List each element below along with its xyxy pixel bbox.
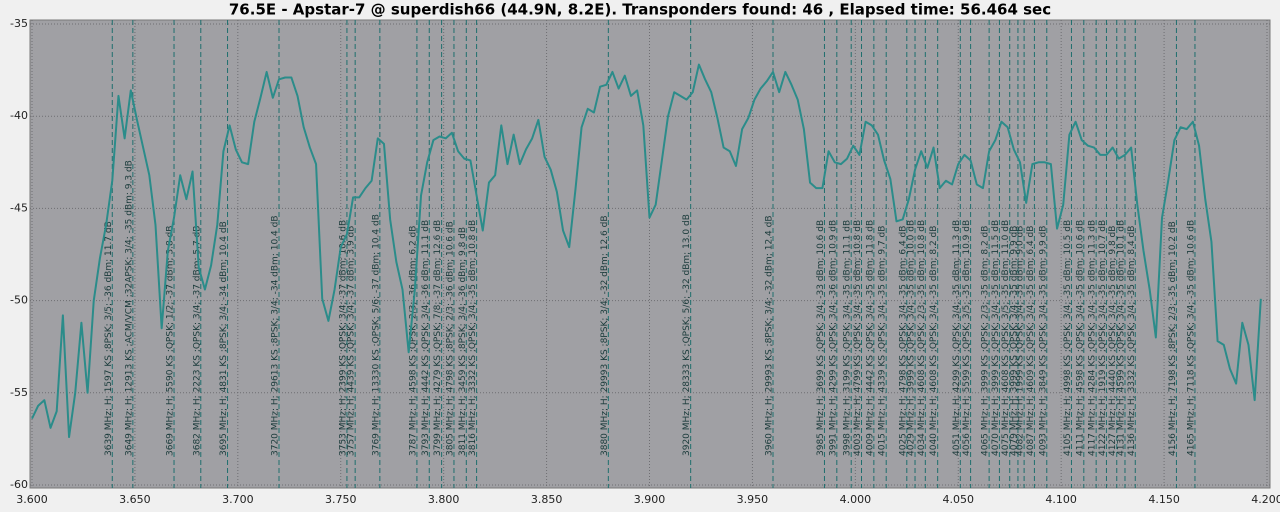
transponder-label: 4131 MHz; H; 4599 KS ;QPSK; 3/4; -35 dBm… <box>1116 220 1126 456</box>
x-tick-label: 4.100 <box>1045 493 1077 506</box>
transponder-label: 4165 MHz; H; 7118 KS ;QPSK; 3/4; -35 dBm… <box>1186 220 1196 456</box>
transponder-label: 3769 MHz; H; 13330 KS ;QPSK; 5/6; -37 dB… <box>371 214 381 456</box>
transponder-label: 3805 MHz; H; 4798 KS ;8PSK; 2/3; -36 dBm… <box>445 221 455 456</box>
transponder-label: 4034 MHz; H; 4608 KS ;QPSK; 2/3; -35 dBm… <box>917 220 927 456</box>
transponder-label: 4056 MHz; H; 5599 KS ;QPSK; 3/5; -35 dBm… <box>962 220 972 456</box>
transponder-label: 4075 MHz; H; 4608 KS ;QPSK; 3/5; -35 dBm… <box>1001 220 1011 456</box>
y-tick-label: -50 <box>10 294 28 307</box>
transponder-label: 4093 MHz; H; 3849 KS ;QPSK; 3/4; -35 dBm… <box>1038 226 1048 456</box>
transponder-label: 4009 MHz; H; 4442 KS ;QPSK; 3/4; -35 dBm… <box>865 220 875 456</box>
transponder-label: 4025 MHz; H; 4798 KS ;QPSK; 3/4; -35 dBm… <box>898 226 908 456</box>
transponder-label: 3816 MHz; H; 3332 KS ;QPSK; 3/4; -35 dBm… <box>468 220 478 456</box>
transponder-label: 4003 MHz; H; 4799 KS ;QPSK; 3/4; -35 dBm… <box>853 220 863 456</box>
x-tick-label: 4.200 <box>1251 493 1280 506</box>
x-tick-label: 3.950 <box>737 493 769 506</box>
transponder-label: 3639 MHz; H; 1597 KS ;8PSK; 3/5; -36 dBm… <box>104 221 114 456</box>
transponder-label: 4105 MHz; H; 4998 KS ;QPSK; 3/4; -35 dBm… <box>1063 220 1073 456</box>
transponder-label: 4070 MHz; H; 3999 KS ;QPSK; 3/4; -35 dBm… <box>991 220 1001 456</box>
transponder-label: 3991 MHz; H; 4299 KS ;QPSK; 3/4; -36 dBm… <box>828 220 838 456</box>
y-tick-label: -60 <box>10 478 28 491</box>
x-tick-label: 3.900 <box>634 493 666 506</box>
transponder-label: 4082 MHz; H; 1999 KS ;QPSK; 3/4; -35 dBm… <box>1016 226 1026 456</box>
transponder-label: 4029 MHz; H; 3999 KS ;QPSK; 3/4; -35 dBm… <box>907 220 917 456</box>
x-tick-label: 3.700 <box>222 493 254 506</box>
x-tick-label: 3.850 <box>531 493 563 506</box>
x-tick-label: 3.750 <box>325 493 357 506</box>
transponder-label: 3985 MHz; H; 3699 KS ;QPSK; 3/4; -33 dBm… <box>816 220 826 456</box>
transponder-label: 4065 MHz; H; 3999 KS ;QPSK; 2/3; -35 dBm… <box>981 226 991 456</box>
transponder-label: 3799 MHz; H; 4279 KS ;QPSK; 7/8; -37 dBm… <box>433 220 443 456</box>
transponder-label: 4117 MHz; H; 4284 KS ;QPSK; 3/4; -35 dBm… <box>1088 220 1098 456</box>
transponder-label: 4051 MHz; H; 4299 KS ;QPSK; 3/4; -35 dBm… <box>952 220 962 456</box>
transponder-label: 3720 MHz; H; 29613 KS ;8PSK; 3/4; -34 dB… <box>271 215 281 456</box>
transponder-label: 3811 MHz; H; 3459 KS ;8PSK; 3/4; -36 dBm… <box>458 227 468 456</box>
transponder-label: 3649 MHz; H; 12913 KS ;ACM/VCM ;32APSK; … <box>124 160 134 456</box>
transponder-label: 4087 MHz; H; 4609 KS ;QPSK; 3/4; -35 dBm… <box>1026 226 1036 456</box>
transponder-label: 3920 MHz; H; 28333 KS ;QPSK; 5/6; -32 dB… <box>682 214 692 456</box>
x-tick-label: 4.000 <box>840 493 872 506</box>
x-tick-label: 4.150 <box>1148 493 1180 506</box>
transponder-label: 4122 MHz; H; 1919 KS ;QPSK; 3/4; -35 dBm… <box>1098 220 1108 456</box>
x-tick-label: 4.050 <box>943 493 975 506</box>
transponder-label: 3695 MHz; H; 4831 KS ;8PSK; 3/4; -34 dBm… <box>219 221 229 456</box>
y-tick-label: -40 <box>10 109 28 122</box>
chart-title: 76.5E - Apstar-7 @ superdish66 (44.9N, 8… <box>229 1 1051 19</box>
x-tick-label: 3.600 <box>16 493 48 506</box>
transponder-label: 3793 MHz; H; 4442 KS ;QPSK; 3/4; -36 dBm… <box>421 220 431 456</box>
transponder-label: 4040 MHz; H; 4608 KS ;QPSK; 3/4; -35 dBm… <box>929 226 939 456</box>
transponder-label: 3880 MHz; H; 29993 KS ;8PSK; 3/4; -32 dB… <box>600 215 610 456</box>
transponder-label: 4127 MHz; H; 4440 KS ;QPSK; 3/4; -35 dBm… <box>1108 226 1118 456</box>
transponder-label: 4079 MHz; H; 3999 KS ;QPSK; 3/4; -35 dBm… <box>1009 226 1019 456</box>
transponder-label: 4111 MHz; H; 4598 KS ;QPSK; 3/4; -35 dBm… <box>1075 220 1085 456</box>
y-tick-label: -35 <box>10 17 28 30</box>
x-tick-label: 3.800 <box>428 493 460 506</box>
transponder-label: 3669 MHz; H; 5590 KS ;QPSK; 1/2; -37 dBm… <box>166 226 176 456</box>
transponder-label: 3787 MHz; H; 4598 KS ;QPSK; 2/3; -36 dBm… <box>408 226 418 456</box>
transponder-label: 3682 MHz; H; 2223 KS ;QPSK; 3/4; -37 dBm… <box>192 226 202 456</box>
transponder-label: 4015 MHz; H; 4339 KS ;QPSK; 3/4; -35 dBm… <box>878 226 888 456</box>
y-tick-label: -55 <box>10 386 28 399</box>
transponder-label: 3960 MHz; H; 29993 KS ;8PSK; 3/4; -32 dB… <box>765 215 775 456</box>
transponder-label: 3757 MHz; H; 4439 KS ;QPSK; 3/4; -37 dBm… <box>347 226 357 456</box>
transponder-label: 3753 MHz; H; 2399 KS ;QPSK; 3/4; -37 dBm… <box>338 220 348 456</box>
x-tick-label: 3.650 <box>119 493 151 506</box>
transponder-label: 4156 MHz; H; 7198 KS ;8PSK; 2/3; -35 dBm… <box>1168 221 1178 456</box>
spectrum-line <box>31 63 1262 439</box>
transponder-label: 3998 MHz; H; 3199 KS ;QPSK; 3/4; -35 dBm… <box>843 220 853 456</box>
transponder-label: 4136 MHz; H; 3332 KS ;QPSK; 3/4; -35 dBm… <box>1127 226 1137 456</box>
y-tick-label: -45 <box>10 201 28 214</box>
